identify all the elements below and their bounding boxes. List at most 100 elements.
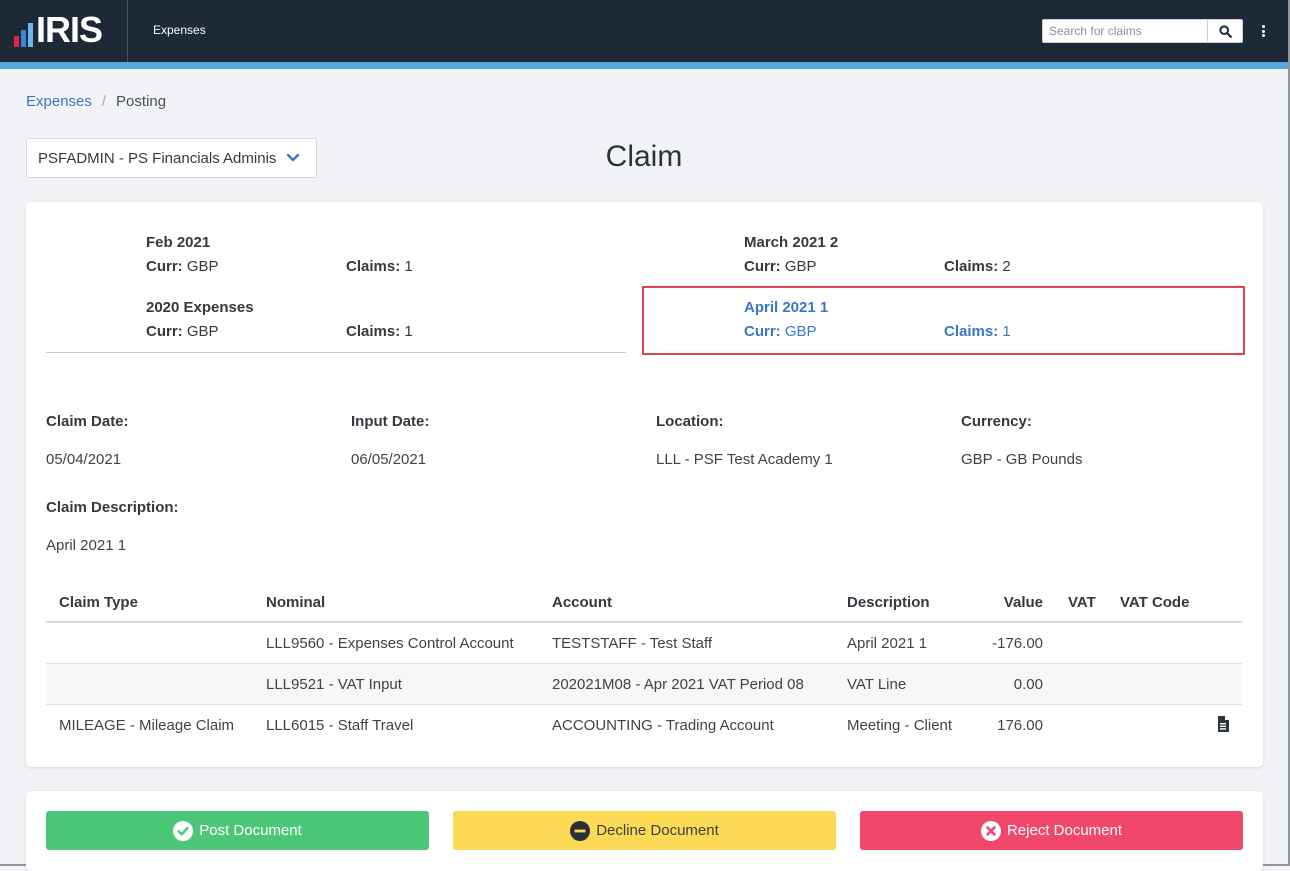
x-circle-icon	[980, 820, 1001, 841]
reject-document-button[interactable]: Reject Document	[860, 811, 1243, 850]
claim-group-march-2021-2[interactable]: March 2021 2 Curr: GBP Claims: 2	[744, 234, 1011, 275]
claim-date-label: Claim Date:	[46, 413, 129, 430]
check-circle-icon	[173, 820, 194, 841]
logo-bar-red	[14, 36, 19, 47]
col-vat-code: VAT Code	[1120, 594, 1190, 611]
claim-description: Claim Description: April 2021 1	[46, 499, 179, 554]
col-value: Value	[1003, 594, 1043, 611]
claim-lines-table: Claim Type Nominal Account Description V…	[46, 583, 1242, 746]
col-vat: VAT	[1068, 594, 1096, 611]
chevron-down-icon	[286, 153, 300, 162]
logo-bar-lightblue	[28, 23, 33, 47]
top-navbar: IRIS Expenses	[0, 0, 1288, 62]
input-date-value: 06/05/2021	[351, 451, 427, 468]
cell-nominal: LLL9560 - Expenses Control Account	[266, 635, 514, 652]
cell-account: TESTSTAFF - Test Staff	[552, 635, 713, 652]
search-icon	[1218, 24, 1232, 38]
cell-nominal: LLL9521 - VAT Input	[266, 676, 402, 693]
claims-value: 1	[1002, 323, 1011, 340]
iris-logo[interactable]: IRIS	[14, 9, 103, 50]
col-description: Description	[847, 594, 930, 611]
claim-group-name: March 2021 2	[744, 234, 839, 251]
table-row[interactable]: MILEAGE - Mileage Claim LLL6015 - Staff …	[46, 705, 1242, 746]
claim-description-label: Claim Description:	[46, 499, 179, 516]
claims-value: 1	[404, 258, 413, 275]
company-select-value: PSFADMIN - PS Financials Administrator	[38, 149, 276, 167]
search-button[interactable]	[1207, 20, 1242, 42]
table-row[interactable]: LLL9521 - VAT Input 202021M08 - Apr 2021…	[46, 664, 1242, 705]
action-bar: Post Document Decline Document Reject Do…	[26, 791, 1263, 871]
claim-group-2020-expenses[interactable]: 2020 Expenses Curr: GBP Claims: 1	[146, 299, 413, 340]
curr-label: Curr:	[744, 258, 781, 275]
claim-group-claims: Claims: 1	[944, 323, 1011, 340]
cell-nominal: LLL6015 - Staff Travel	[266, 717, 414, 734]
claim-group-april-2021-1[interactable]: April 2021 1 Curr: GBP Claims: 1	[744, 299, 1011, 340]
divider	[46, 352, 626, 353]
claim-group-name: Feb 2021	[146, 234, 211, 251]
cell-value: 176.00	[997, 717, 1043, 734]
location: Location: LLL - PSF Test Academy 1	[656, 413, 833, 468]
claims-value: 1	[404, 323, 413, 340]
curr-label: Curr:	[146, 323, 183, 340]
company-select[interactable]: PSFADMIN - PS Financials Administrator	[26, 138, 317, 178]
reject-document-label: Reject Document	[1006, 822, 1123, 839]
logo-text: IRIS	[36, 9, 103, 50]
currency-value: GBP - GB Pounds	[961, 451, 1083, 468]
claims-label: Claims:	[944, 258, 999, 275]
cell-value: -176.00	[992, 635, 1043, 652]
curr-value: GBP	[784, 323, 817, 340]
post-document-button[interactable]: Post Document	[46, 811, 429, 850]
minus-circle-icon	[570, 820, 591, 841]
col-account: Account	[552, 594, 612, 611]
claim-group-name: April 2021 1	[744, 299, 829, 316]
post-document-label: Post Document	[199, 822, 302, 839]
cell-account: 202021M08 - Apr 2021 VAT Period 08	[552, 676, 804, 693]
claim-group-curr: Curr: GBP	[744, 258, 817, 275]
document-icon[interactable]	[1217, 716, 1229, 736]
selected-claim-highlight	[642, 286, 1245, 355]
breadcrumb-current: Posting	[116, 93, 167, 110]
claim-card: Feb 2021 Curr: GBP Claims: 1 March 2021 …	[26, 202, 1263, 767]
logo-divider	[127, 0, 128, 62]
table-header: Claim Type Nominal Account Description V…	[46, 583, 1242, 623]
table-row[interactable]: LLL9560 - Expenses Control Account TESTS…	[46, 623, 1242, 664]
col-claim-type: Claim Type	[59, 594, 138, 611]
decline-document-button[interactable]: Decline Document	[453, 811, 836, 850]
cell-description: Meeting - Client	[847, 717, 953, 734]
cell-claim-type: MILEAGE - Mileage Claim	[59, 717, 235, 734]
claims-value: 2	[1002, 258, 1011, 275]
currency-label: Currency:	[961, 413, 1032, 430]
claim-group-curr: Curr: GBP	[146, 323, 219, 340]
claim-group-feb-2021[interactable]: Feb 2021 Curr: GBP Claims: 1	[146, 234, 413, 275]
location-label: Location:	[656, 413, 724, 430]
claims-label: Claims:	[346, 258, 401, 275]
search-box	[1042, 19, 1243, 43]
col-nominal: Nominal	[266, 594, 326, 611]
breadcrumb-expenses-link[interactable]: Expenses	[26, 93, 92, 110]
claim-group-claims: Claims: 2	[944, 258, 1011, 275]
curr-value: GBP	[186, 323, 219, 340]
claims-label: Claims:	[346, 323, 401, 340]
logo-bar-blue	[21, 30, 26, 47]
claim-group-curr: Curr: GBP	[744, 323, 817, 340]
cell-account: ACCOUNTING - Trading Account	[552, 717, 774, 734]
claim-group-name: 2020 Expenses	[146, 299, 254, 316]
breadcrumb: Expenses / Posting	[26, 93, 166, 110]
input-date-label: Input Date:	[351, 413, 430, 430]
more-menu-icon[interactable]	[1259, 22, 1267, 40]
page-title: Claim	[605, 140, 683, 173]
cell-description: April 2021 1	[847, 635, 928, 652]
curr-value: GBP	[784, 258, 817, 275]
claim-group-curr: Curr: GBP	[146, 258, 219, 275]
curr-value: GBP	[186, 258, 219, 275]
claim-date: Claim Date: 05/04/2021	[46, 413, 129, 468]
app-name[interactable]: Expenses	[153, 23, 206, 37]
claim-description-value: April 2021 1	[46, 537, 127, 554]
claims-label: Claims:	[944, 323, 999, 340]
cell-value: 0.00	[1013, 676, 1043, 693]
search-input[interactable]	[1043, 20, 1207, 42]
cell-description: VAT Line	[847, 676, 907, 693]
decline-document-label: Decline Document	[596, 822, 719, 839]
breadcrumb-separator: /	[101, 93, 107, 110]
curr-label: Curr:	[146, 258, 183, 275]
